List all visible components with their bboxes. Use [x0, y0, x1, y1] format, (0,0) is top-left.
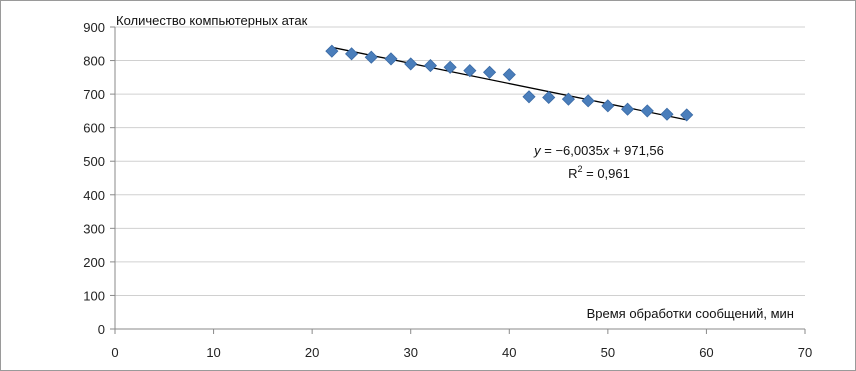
- data-point-8: [483, 65, 497, 79]
- data-point-3: [384, 52, 398, 66]
- data-point-14: [601, 99, 615, 113]
- trendline-r-squared: R2 = 0,961: [568, 164, 630, 181]
- x-tick-label-50: 50: [601, 345, 615, 360]
- data-point-17: [660, 107, 674, 121]
- data-point-11: [542, 90, 556, 105]
- x-axis-title: Время обработки сообщений, мин: [587, 306, 794, 321]
- x-tick-label-10: 10: [206, 345, 220, 360]
- r-squared-letter: R: [568, 166, 577, 181]
- data-point-7: [463, 64, 477, 78]
- y-tick-label-800: 800: [83, 54, 105, 69]
- equation-y-var: y: [533, 143, 542, 158]
- data-point-18: [680, 108, 694, 122]
- r-squared-superscript: 2: [578, 164, 583, 174]
- y-axis-title: Количество компьютерных атак: [116, 13, 308, 28]
- equation-intercept: + 971,56: [609, 143, 664, 158]
- y-tick-label-600: 600: [83, 121, 105, 136]
- data-point-6: [443, 60, 457, 74]
- equation-slope: = −6,0035: [541, 143, 603, 158]
- data-point-16: [640, 104, 654, 118]
- x-tick-label-20: 20: [305, 345, 319, 360]
- data-point-12: [561, 92, 575, 106]
- data-point-4: [404, 57, 418, 71]
- data-point-10: [522, 90, 536, 104]
- x-tick-label-40: 40: [502, 345, 516, 360]
- y-tick-label-400: 400: [83, 188, 105, 203]
- y-tick-label-900: 900: [83, 20, 105, 35]
- data-point-0: [325, 44, 339, 58]
- data-point-13: [581, 94, 595, 108]
- trendline-equation: y = −6,0035x + 971,56: [533, 143, 664, 158]
- data-point-1: [345, 47, 359, 61]
- y-tick-label-700: 700: [83, 87, 105, 102]
- y-tick-label-0: 0: [98, 322, 105, 337]
- axes: [110, 26, 806, 334]
- data-point-2: [364, 50, 378, 64]
- tick-labels: 0 100 200 300 400 500 600 700 800 900 0 10 20 30 40 50 6…: [83, 20, 812, 360]
- data-point-15: [621, 102, 635, 116]
- y-tick-label-500: 500: [83, 154, 105, 169]
- x-tick-label-0: 0: [111, 345, 118, 360]
- y-tick-label-100: 100: [83, 288, 105, 303]
- data-point-9: [502, 68, 516, 82]
- equation-x-var: x: [602, 143, 610, 158]
- data-points: [325, 44, 694, 122]
- y-tick-label-200: 200: [83, 255, 105, 270]
- x-tick-label-30: 30: [403, 345, 417, 360]
- x-tick-label-60: 60: [699, 345, 713, 360]
- x-tick-label-70: 70: [798, 345, 812, 360]
- r-squared-value: = 0,961: [583, 166, 630, 181]
- grid-lines: [115, 26, 805, 296]
- y-tick-label-300: 300: [83, 221, 105, 236]
- data-point-5: [423, 59, 437, 73]
